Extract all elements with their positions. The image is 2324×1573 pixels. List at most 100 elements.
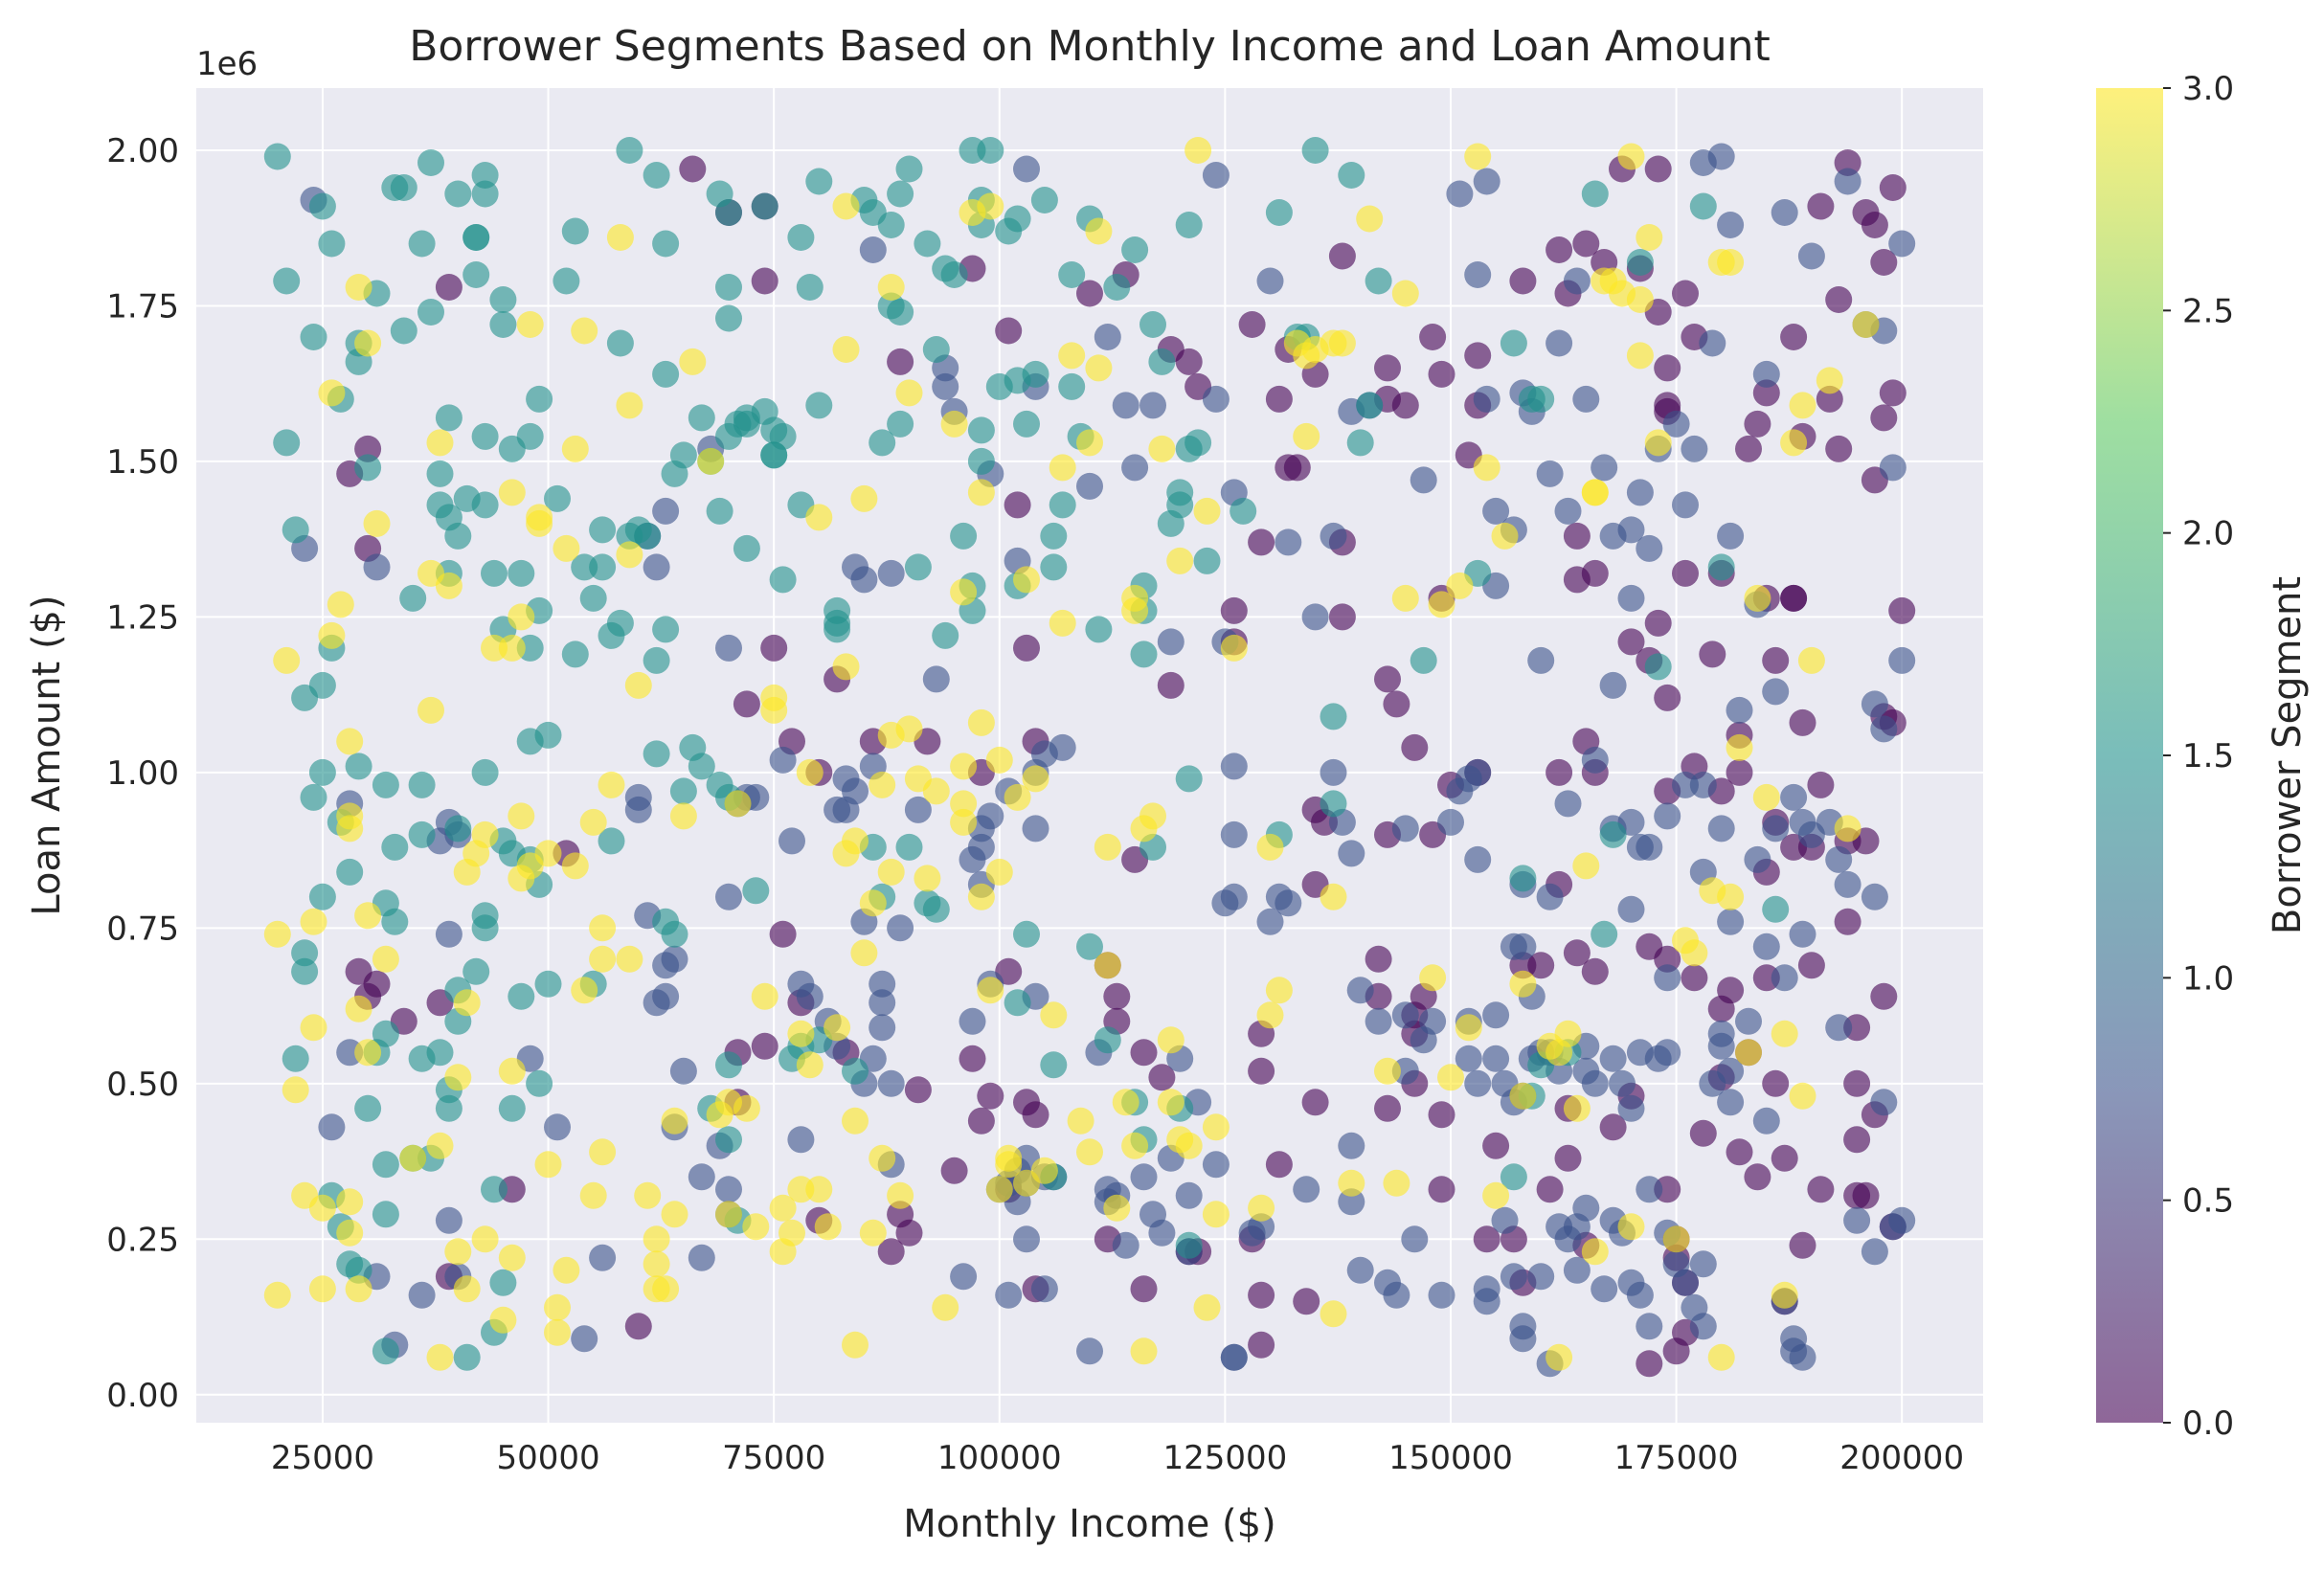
data-point-segment-0 — [1654, 684, 1681, 711]
data-point-segment-0 — [1752, 379, 1780, 407]
data-point-segment-3 — [679, 348, 707, 375]
data-point-segment-3 — [995, 1151, 1023, 1179]
data-point-segment-3 — [1834, 815, 1861, 843]
data-point-segment-2 — [579, 584, 607, 612]
data-point-segment-3 — [544, 1318, 571, 1346]
data-point-segment-0 — [1130, 1039, 1158, 1067]
data-point-segment-2 — [481, 1176, 508, 1203]
data-point-segment-3 — [1789, 1082, 1816, 1110]
data-point-segment-2 — [1581, 180, 1609, 208]
data-point-segment-1 — [1256, 908, 1284, 935]
data-point-segment-1 — [1870, 715, 1898, 743]
data-point-segment-1 — [1464, 1069, 1492, 1097]
data-point-segment-2 — [1365, 267, 1392, 295]
data-point-segment-1 — [1563, 1256, 1591, 1284]
data-point-segment-1 — [1717, 212, 1745, 238]
data-point-segment-2 — [471, 491, 499, 519]
data-point-segment-2 — [1527, 385, 1555, 413]
data-point-segment-0 — [1780, 584, 1808, 612]
data-point-segment-0 — [1248, 1281, 1275, 1309]
data-point-segment-2 — [1509, 865, 1537, 892]
data-point-segment-3 — [950, 808, 978, 836]
data-point-segment-3 — [1067, 1107, 1094, 1135]
data-point-segment-3 — [1121, 584, 1149, 612]
data-point-segment-0 — [435, 274, 463, 301]
data-point-segment-1 — [1591, 1275, 1618, 1303]
data-point-segment-2 — [796, 274, 824, 301]
data-point-segment-1 — [1446, 180, 1474, 208]
data-point-segment-0 — [1103, 982, 1131, 1010]
data-point-segment-1 — [1797, 242, 1825, 270]
data-point-segment-2 — [336, 858, 364, 886]
data-point-segment-3 — [1572, 852, 1600, 880]
data-point-segment-2 — [967, 447, 995, 475]
data-point-segment-3 — [1338, 1169, 1365, 1197]
data-point-segment-3 — [950, 578, 978, 606]
data-point-segment-0 — [1789, 708, 1816, 736]
data-point-segment-2 — [1121, 236, 1149, 263]
x-axis-ticks: 25000 50000 75000 100000 125000 150000 175000 2… — [271, 1439, 1964, 1477]
data-point-segment-3 — [1202, 1113, 1230, 1141]
data-point-segment-0 — [1617, 628, 1645, 656]
data-point-segment-3 — [1121, 1132, 1149, 1159]
data-point-segment-3 — [327, 591, 354, 618]
data-point-segment-3 — [1248, 1194, 1275, 1222]
data-point-segment-1 — [1220, 1343, 1248, 1371]
data-point-segment-0 — [1744, 1163, 1771, 1191]
data-point-segment-2 — [887, 410, 914, 438]
data-point-segment-3 — [1220, 634, 1248, 662]
data-point-segment-0 — [1546, 236, 1573, 263]
data-point-segment-2 — [715, 1126, 742, 1154]
data-point-segment-3 — [1455, 1014, 1482, 1042]
data-point-segment-2 — [1103, 274, 1131, 301]
data-point-segment-3 — [967, 708, 995, 736]
data-point-segment-3 — [1076, 429, 1103, 457]
data-point-segment-1 — [715, 1176, 742, 1203]
data-point-segment-2 — [1013, 410, 1040, 438]
data-point-segment-1 — [850, 566, 878, 594]
data-point-segment-2 — [526, 1069, 553, 1097]
data-point-segment-0 — [1717, 977, 1745, 1004]
data-point-segment-3 — [643, 1225, 670, 1253]
data-point-segment-0 — [1780, 324, 1808, 350]
data-point-segment-2 — [950, 522, 978, 550]
data-point-segment-3 — [967, 479, 995, 506]
data-point-segment-1 — [1473, 385, 1500, 413]
data-point-segment-2 — [1626, 249, 1654, 276]
data-point-segment-3 — [1644, 429, 1672, 457]
data-point-segment-3 — [1040, 1001, 1068, 1029]
data-point-segment-1 — [1220, 753, 1248, 780]
colorbar-tick-label: 3.0 — [2182, 70, 2234, 108]
data-point-segment-3 — [336, 1188, 364, 1216]
data-point-segment-2 — [1076, 933, 1103, 960]
data-point-segment-1 — [1617, 895, 1645, 923]
data-point-segment-2 — [1320, 790, 1347, 818]
x-tick-label: 100000 — [937, 1439, 1062, 1477]
data-point-segment-2 — [471, 914, 499, 942]
data-point-segment-3 — [1509, 1082, 1537, 1110]
data-point-segment-1 — [1861, 1238, 1888, 1266]
data-point-segment-0 — [1834, 149, 1861, 176]
data-point-segment-3 — [877, 858, 905, 886]
data-point-segment-1 — [1527, 1263, 1555, 1291]
data-point-segment-3 — [1058, 342, 1086, 370]
data-point-segment-2 — [1762, 895, 1790, 923]
data-point-segment-0 — [1861, 212, 1888, 238]
x-axis-label: Monthly Income ($) — [903, 1502, 1275, 1546]
data-point-segment-2 — [751, 192, 778, 220]
data-point-segment-1 — [977, 802, 1004, 830]
data-point-segment-0 — [1265, 385, 1293, 413]
data-point-segment-2 — [895, 833, 923, 861]
data-point-segment-0 — [1546, 758, 1573, 786]
data-point-segment-3 — [544, 1293, 571, 1321]
data-point-segment-3 — [1148, 435, 1176, 462]
data-point-segment-1 — [1220, 820, 1248, 848]
data-point-segment-1 — [715, 634, 742, 662]
data-point-segment-0 — [751, 1032, 778, 1060]
data-point-segment-1 — [661, 945, 688, 973]
data-point-segment-3 — [985, 746, 1013, 774]
data-point-segment-2 — [291, 939, 319, 967]
data-point-segment-0 — [1248, 1057, 1275, 1085]
data-point-segment-2 — [895, 155, 923, 183]
data-point-segment-2 — [534, 970, 562, 998]
